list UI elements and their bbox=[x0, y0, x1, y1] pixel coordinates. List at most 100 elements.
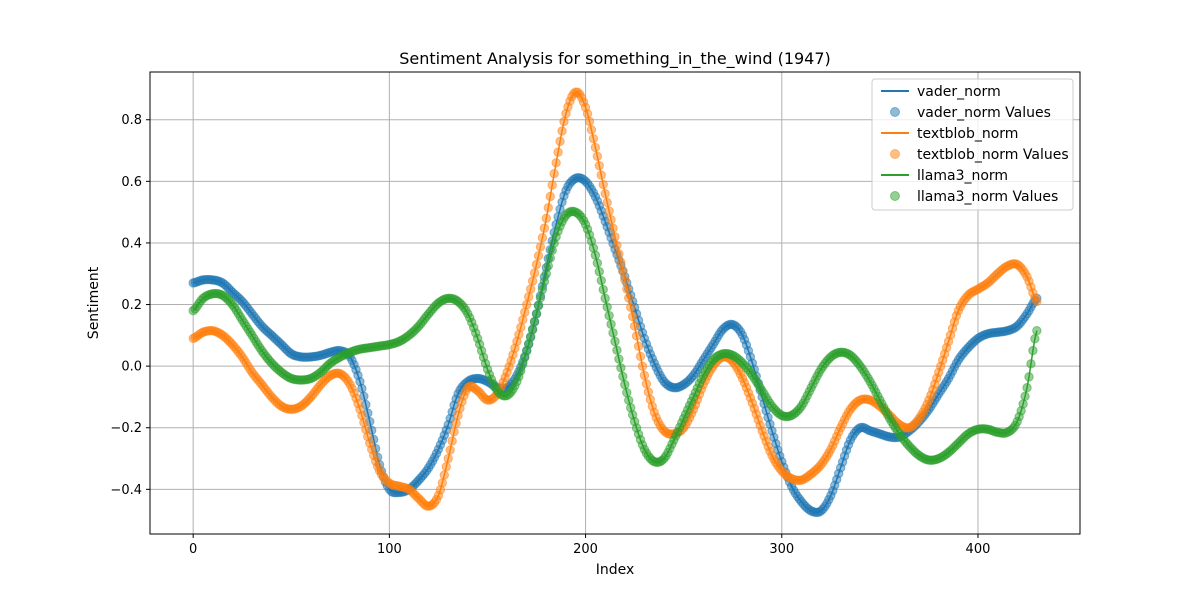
data-point bbox=[627, 311, 638, 322]
y-tick-label: 0.2 bbox=[121, 298, 142, 313]
legend-label: llama3_norm Values bbox=[917, 189, 1058, 205]
data-point bbox=[624, 293, 634, 303]
data-point bbox=[541, 269, 552, 279]
legend-item: llama3_norm Values bbox=[890, 189, 1058, 205]
data-point bbox=[445, 445, 455, 455]
data-point bbox=[618, 371, 628, 382]
data-point bbox=[590, 142, 601, 153]
grid-layer bbox=[150, 72, 1080, 534]
legend-label: vader_norm Values bbox=[917, 105, 1051, 121]
y-tick-label: 0.6 bbox=[121, 175, 142, 190]
data-point bbox=[1032, 296, 1042, 307]
x-tick-label: 100 bbox=[377, 542, 402, 557]
legend-item: vader_norm bbox=[881, 84, 1001, 100]
data-point bbox=[1024, 372, 1034, 382]
data-point bbox=[522, 299, 532, 310]
data-point bbox=[598, 179, 608, 190]
legend-marker-swatch bbox=[890, 149, 900, 159]
data-point bbox=[531, 259, 542, 270]
y-axis-label: Sentiment bbox=[86, 266, 102, 339]
data-point bbox=[443, 453, 453, 464]
y-tick-label: 0.0 bbox=[121, 360, 142, 375]
data-point bbox=[637, 361, 648, 371]
data-point bbox=[547, 180, 557, 190]
data-point bbox=[596, 275, 606, 286]
data-point bbox=[614, 354, 624, 364]
y-tick-label: 0.8 bbox=[121, 113, 142, 128]
data-point bbox=[626, 302, 636, 312]
data-point bbox=[535, 293, 546, 303]
data-point bbox=[533, 301, 544, 311]
data-point bbox=[612, 345, 622, 355]
data-point bbox=[602, 302, 612, 312]
data-point bbox=[441, 462, 451, 472]
legend-item: textblob_norm bbox=[881, 126, 1018, 142]
data-point bbox=[616, 363, 626, 373]
data-point bbox=[620, 275, 630, 285]
data-point bbox=[437, 478, 448, 488]
data-point bbox=[592, 258, 603, 268]
data-point bbox=[523, 292, 534, 302]
x-tick-label: 0 bbox=[189, 542, 197, 557]
data-point bbox=[539, 223, 550, 233]
data-point bbox=[594, 266, 604, 277]
data-point bbox=[608, 223, 618, 233]
data-point bbox=[612, 240, 622, 251]
y-tick-label: 0.4 bbox=[121, 236, 142, 251]
data-point bbox=[527, 276, 538, 286]
data-point bbox=[590, 250, 601, 260]
chart-title: Sentiment Analysis for something_in_the_… bbox=[399, 49, 831, 69]
data-point bbox=[622, 387, 632, 398]
data-point bbox=[1032, 326, 1042, 336]
ticks-layer: 0 100 200 300 400 −0.4 −0.2 0.0 0.2 0.4 0.6 0.8 bbox=[110, 113, 990, 557]
data-point bbox=[582, 109, 593, 119]
data-point bbox=[553, 147, 563, 157]
data-point bbox=[543, 203, 553, 213]
data-point bbox=[600, 188, 610, 199]
y-tick-label: −0.2 bbox=[110, 421, 142, 436]
series-llama3_norm bbox=[188, 206, 1042, 467]
data-point bbox=[439, 470, 449, 480]
legend-item: llama3_norm bbox=[881, 168, 1008, 184]
data-point bbox=[622, 284, 632, 294]
data-point bbox=[629, 321, 640, 331]
data-point bbox=[606, 319, 616, 329]
legend-label: textblob_norm Values bbox=[917, 147, 1069, 163]
legend-box bbox=[871, 78, 1074, 211]
legend-label: llama3_norm bbox=[917, 168, 1008, 184]
data-point bbox=[584, 116, 595, 127]
data-point bbox=[520, 307, 530, 317]
data-point bbox=[449, 427, 459, 437]
data-point bbox=[531, 309, 542, 319]
data-point bbox=[614, 249, 624, 259]
plot-frame bbox=[149, 71, 1081, 535]
data-point bbox=[606, 214, 616, 225]
data-point bbox=[643, 387, 654, 397]
data-point bbox=[596, 170, 606, 180]
data-point bbox=[1022, 383, 1032, 393]
data-point bbox=[588, 133, 599, 144]
data-point bbox=[1020, 391, 1030, 402]
x-tick-label: 300 bbox=[769, 542, 794, 557]
data-point bbox=[592, 151, 603, 162]
data-point bbox=[1030, 334, 1040, 344]
data-point bbox=[635, 351, 646, 362]
data-point bbox=[557, 126, 567, 136]
data-point bbox=[359, 391, 369, 401]
data-point bbox=[525, 284, 536, 294]
x-tick-label: 200 bbox=[573, 542, 598, 557]
data-point bbox=[537, 233, 548, 243]
data-point bbox=[598, 284, 608, 295]
data-point bbox=[549, 169, 559, 179]
data-point bbox=[631, 331, 642, 341]
data-point bbox=[604, 206, 614, 216]
data-point bbox=[529, 316, 540, 327]
legend-marker-swatch bbox=[890, 107, 900, 117]
data-point bbox=[586, 125, 597, 135]
data-point bbox=[616, 257, 626, 268]
data-point bbox=[447, 436, 457, 446]
data-point bbox=[535, 242, 546, 252]
y-tick-label: −0.4 bbox=[110, 483, 142, 498]
data-point bbox=[555, 136, 565, 147]
